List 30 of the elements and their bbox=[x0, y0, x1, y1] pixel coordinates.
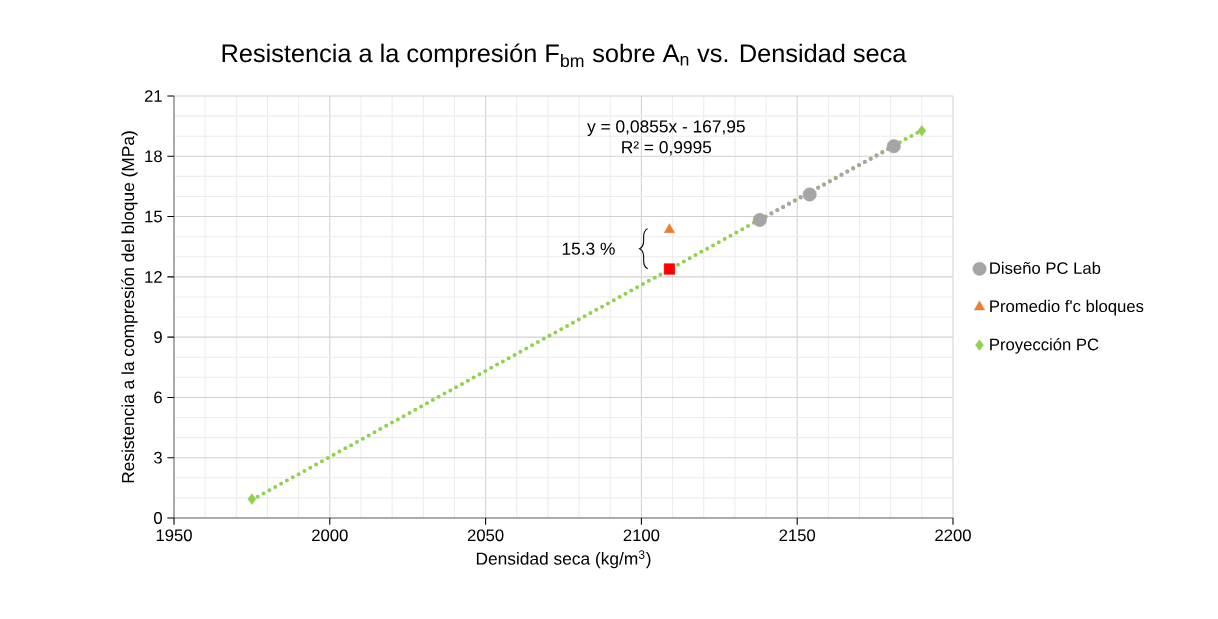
point bbox=[917, 125, 927, 137]
x-tick-label: 2200 bbox=[935, 529, 971, 542]
legend-label: Promedio f'c bloques bbox=[990, 299, 1144, 316]
annotation: R² = 0,9995 bbox=[622, 141, 712, 156]
legend-label: Diseño PC Lab bbox=[990, 261, 1101, 275]
point bbox=[886, 139, 901, 154]
y-tick-label: 0 bbox=[154, 512, 162, 524]
legend-label: Proyección PC bbox=[990, 337, 1099, 354]
point bbox=[752, 213, 767, 227]
y-tick-label: 12 bbox=[145, 271, 162, 283]
x-tick-label: 1950 bbox=[156, 529, 192, 542]
point bbox=[663, 223, 675, 233]
y-tick-label: 3 bbox=[153, 451, 162, 464]
point bbox=[247, 493, 257, 505]
x-axis-title: Densidad seca (kg/m$^{3}$) bbox=[476, 550, 651, 569]
point bbox=[663, 263, 676, 275]
x-tick-label: 2150 bbox=[779, 529, 816, 542]
y-tick-label: 6 bbox=[154, 391, 162, 404]
y-tick-label: 18 bbox=[145, 150, 162, 163]
point bbox=[802, 187, 817, 202]
y-tick-label: 9 bbox=[154, 331, 162, 344]
annotation: 15.3 % bbox=[562, 242, 615, 255]
x-tick-label: 2050 bbox=[467, 529, 504, 542]
y-tick-label: 21 bbox=[144, 90, 162, 102]
x-tick-label: 2000 bbox=[312, 529, 348, 542]
annotation: y = 0,0855x - 167,95 bbox=[587, 120, 745, 136]
y-tick-label: 15 bbox=[145, 210, 162, 223]
chart-title: Resistencia a la compresión F$_{bm}$ sobre A$_{n}$ vs. Densidad seca bbox=[222, 43, 907, 68]
x-tick-label: 2100 bbox=[623, 529, 660, 542]
y-axis-title: Resistencia a la compresión del bloque (MPa) bbox=[121, 131, 138, 483]
